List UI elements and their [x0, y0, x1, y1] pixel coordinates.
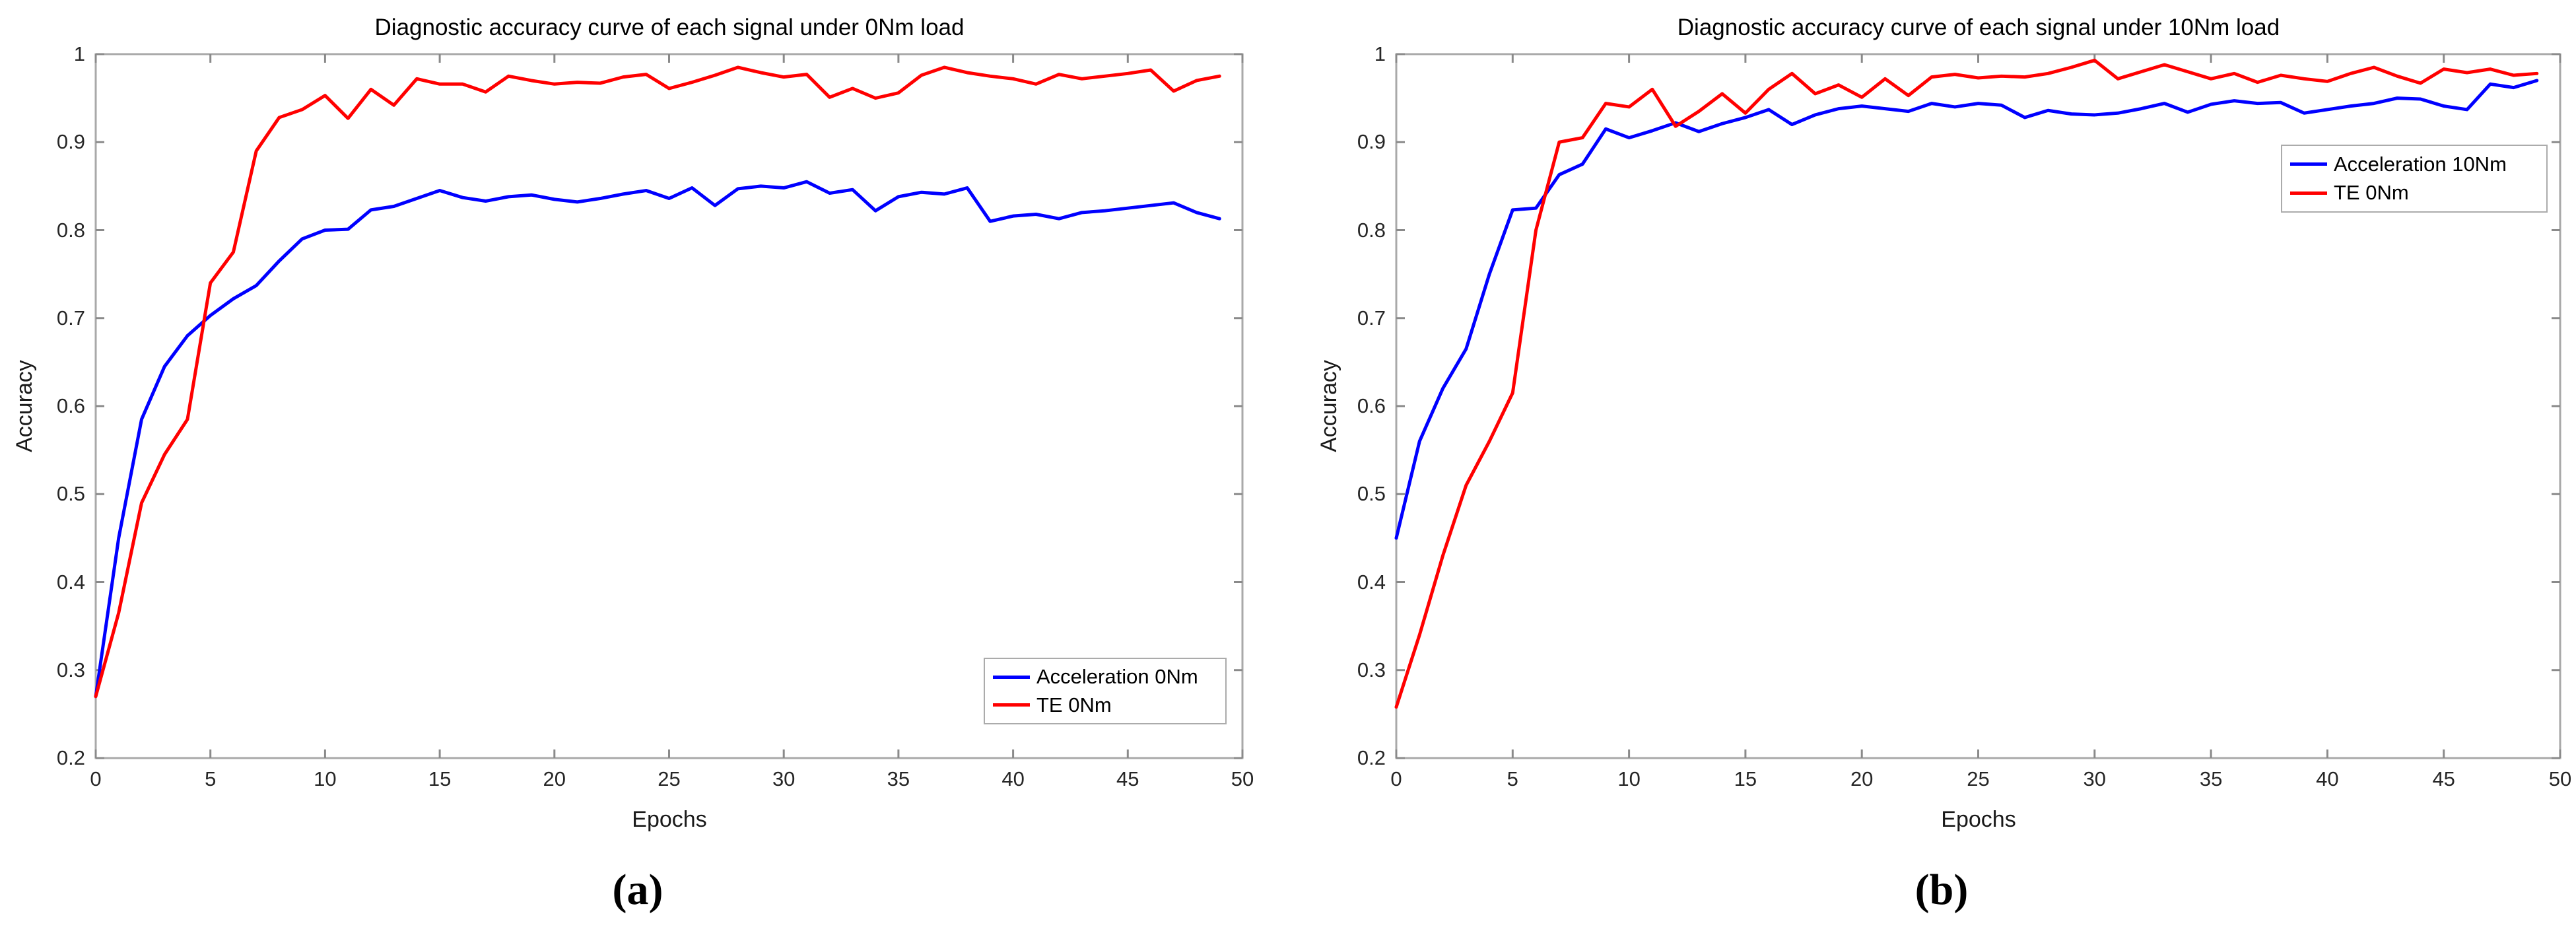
x-tick-label: 20 — [543, 767, 566, 790]
y-tick-label: 0.5 — [56, 482, 85, 506]
legend-label: Acceleration 10Nm — [2334, 152, 2507, 176]
series-line-te-0nm — [94, 65, 1221, 699]
chart-a-title: Diagnostic accuracy curve of each signal… — [374, 15, 965, 40]
legend-item: Acceleration 0Nm — [993, 663, 1216, 691]
legend-label: TE 0Nm — [1036, 693, 1112, 716]
x-tick-label: 10 — [314, 767, 337, 790]
x-tick-label: 40 — [2316, 767, 2339, 790]
y-tick-label: 0.7 — [56, 306, 85, 330]
x-tick-label: 45 — [1116, 767, 1139, 790]
chart-b-title: Diagnostic accuracy curve of each signal… — [1677, 15, 2280, 40]
y-tick-label: 0.8 — [56, 218, 85, 242]
x-tick-label: 35 — [2199, 767, 2223, 790]
chart-a-y-axis-label: Accuracy — [12, 360, 37, 452]
chart-b-x-axis-label: Epochs — [1941, 807, 2016, 832]
x-tick-label: 35 — [887, 767, 910, 790]
x-tick-label: 25 — [1967, 767, 1990, 790]
x-tick-label: 50 — [2548, 767, 2572, 790]
series-line-acceleration-10nm — [1394, 79, 2539, 540]
y-tick-label: 0.2 — [1357, 746, 1386, 769]
y-tick-label: 0.3 — [1357, 658, 1386, 681]
blue-line-swatch-icon — [2290, 162, 2327, 166]
x-tick-label: 15 — [428, 767, 452, 790]
y-tick-label: 0.4 — [1357, 570, 1386, 594]
x-tick-label: 20 — [1850, 767, 1874, 790]
x-tick-label: 30 — [2083, 767, 2107, 790]
legend-label: Acceleration 0Nm — [1036, 665, 1198, 689]
red-line-swatch-icon — [993, 703, 1030, 707]
series-line-te-0nm — [1394, 58, 2539, 709]
x-tick-label: 25 — [658, 767, 681, 790]
subfigure-a-caption: (a) — [612, 866, 663, 914]
x-tick-label: 0 — [1390, 767, 1402, 790]
y-tick-label: 0.7 — [1357, 306, 1386, 330]
x-tick-label: 45 — [2432, 767, 2455, 790]
blue-line-swatch-icon — [993, 675, 1030, 679]
y-tick-label: 0.5 — [1357, 482, 1386, 506]
y-tick-label: 0.8 — [1357, 218, 1386, 242]
x-tick-label: 50 — [1231, 767, 1254, 790]
legend-label: TE 0Nm — [2334, 181, 2409, 205]
legend-item: Acceleration 10Nm — [2290, 150, 2537, 179]
y-tick-label: 1 — [73, 42, 85, 65]
y-tick-label: 0.6 — [56, 394, 85, 417]
chart-a-legend: Acceleration 0Nm TE 0Nm — [984, 658, 1227, 724]
y-tick-label: 0.9 — [1357, 130, 1386, 154]
red-line-swatch-icon — [2290, 191, 2327, 195]
y-tick-label: 1 — [1374, 42, 1386, 65]
x-tick-label: 0 — [90, 767, 102, 790]
x-tick-label: 30 — [772, 767, 796, 790]
x-tick-label: 5 — [1507, 767, 1518, 790]
chart-b-legend: Acceleration 10Nm TE 0Nm — [2281, 145, 2548, 213]
y-tick-label: 0.9 — [56, 130, 85, 154]
chart-b-y-axis-label: Accuracy — [1316, 360, 1341, 452]
x-tick-label: 5 — [205, 767, 217, 790]
subfigure-b-caption: (b) — [1915, 866, 1969, 914]
x-tick-label: 10 — [1617, 767, 1641, 790]
y-tick-label: 0.2 — [56, 746, 85, 769]
y-tick-label: 0.6 — [1357, 394, 1386, 417]
chart-a-x-axis-label: Epochs — [632, 807, 707, 832]
y-tick-label: 0.3 — [56, 658, 85, 681]
legend-item: TE 0Nm — [993, 691, 1216, 720]
axes-box — [94, 53, 1244, 759]
legend-item: TE 0Nm — [2290, 179, 2537, 208]
series-line-acceleration-0nm — [94, 180, 1221, 699]
x-tick-label: 15 — [1734, 767, 1757, 790]
y-tick-label: 0.4 — [56, 570, 85, 594]
x-tick-label: 40 — [1001, 767, 1025, 790]
